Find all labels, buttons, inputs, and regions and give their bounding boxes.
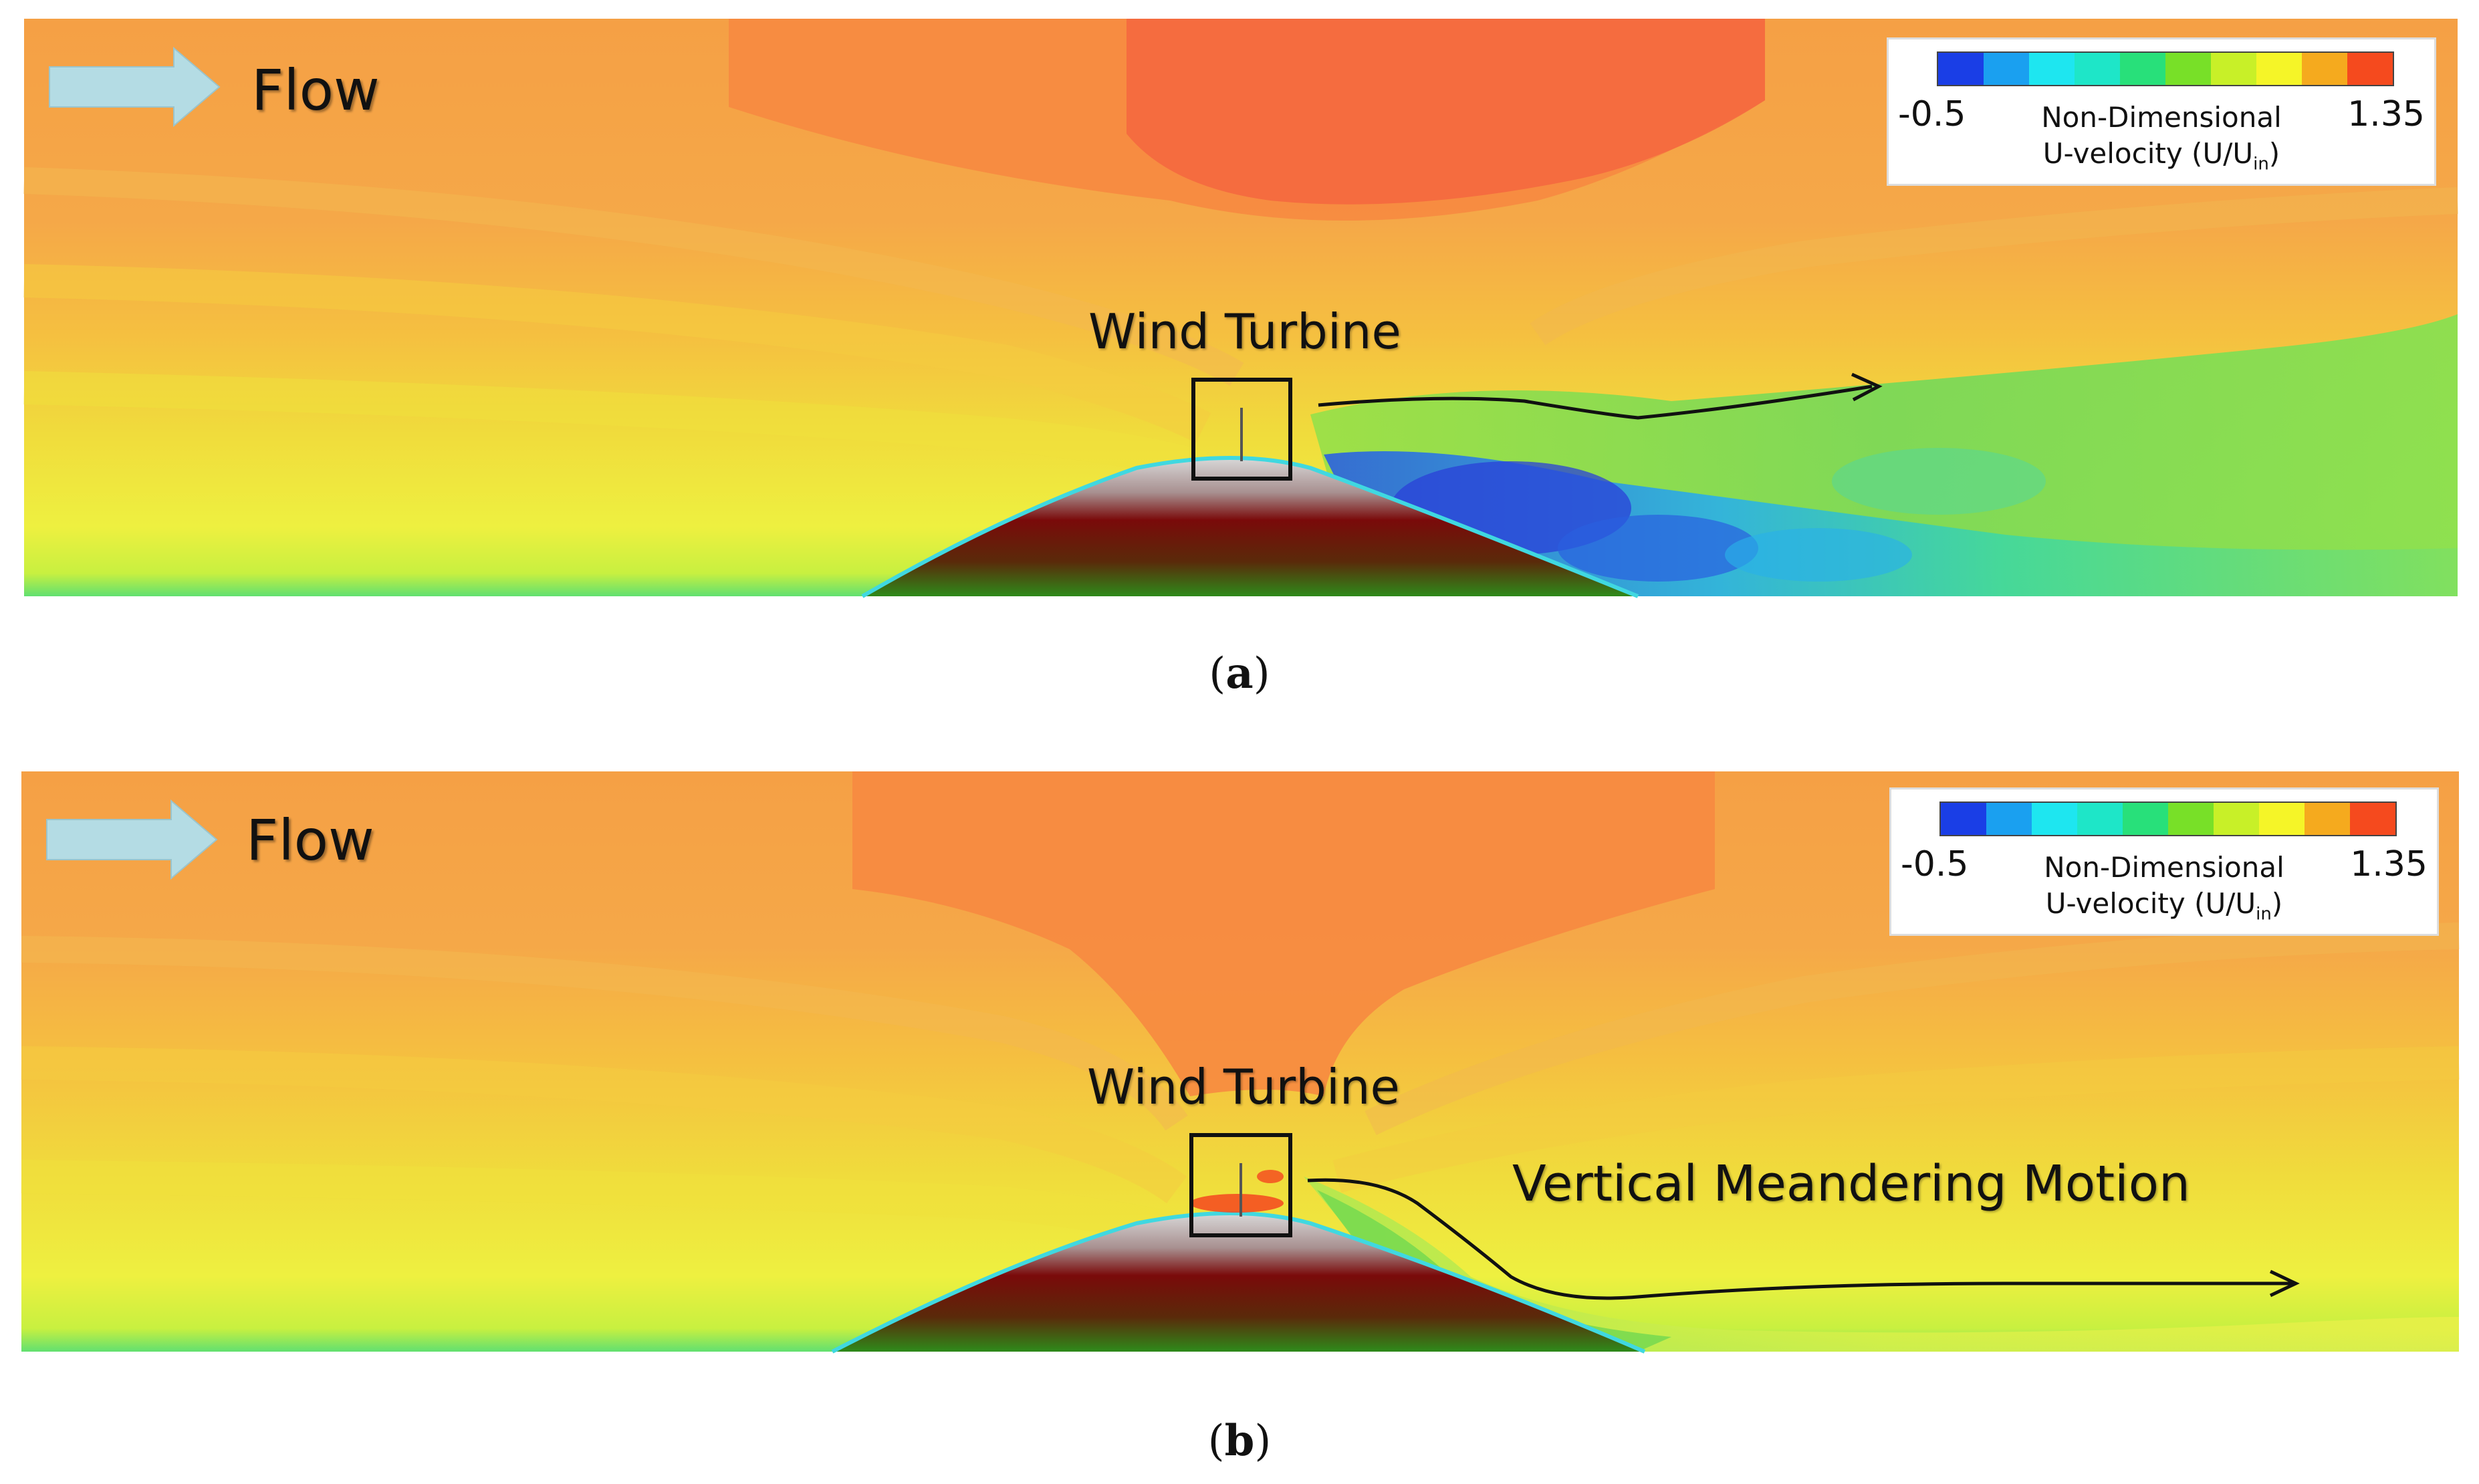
legend-min: -0.5 (1898, 94, 1966, 134)
legend-min: -0.5 (1901, 844, 1969, 884)
legend-title-line2: U-velocity (U/Uin) (2042, 137, 2280, 174)
colorbar-swatch (2214, 803, 2259, 835)
motion-label-b: Vertical Meandering Motion (1512, 1155, 2190, 1213)
caption-b: (b) (1207, 1416, 1272, 1466)
flow-label-a: Flow (251, 57, 380, 123)
colorbar-swatch (2168, 803, 2214, 835)
colorbar-swatch (2123, 803, 2168, 835)
colorbar-swatch (2075, 53, 2120, 85)
colorbar-swatch (2120, 53, 2165, 85)
legend-title-line1: Non-Dimensional (2044, 851, 2284, 884)
meandering-arrow-b (1307, 1178, 2293, 1300)
colorbar-legend-b: -0.5 1.35 Non-Dimensional U-velocity (U/… (1889, 787, 2439, 936)
legend-title-line1: Non-Dimensional (2041, 101, 2282, 134)
colorbar-swatch (2165, 53, 2211, 85)
legend-max: 1.35 (2347, 94, 2425, 134)
flow-label-b: Flow (246, 808, 374, 873)
flow-arrow-icon (49, 46, 221, 128)
colorbar-swatch (2256, 53, 2302, 85)
colorbar-b (1939, 801, 2397, 836)
turbine-label-b: Wind Turbine (1087, 1059, 1400, 1115)
colorbar-swatch (1941, 803, 1986, 835)
turbine-box-a (1191, 378, 1292, 481)
colorbar-swatch (2305, 803, 2350, 835)
panel-a: Flow Wind Turbine -0.5 1.35 Non-Dimensio… (0, 0, 2479, 699)
colorbar-swatch (1984, 53, 2029, 85)
colorbar-swatch (2077, 803, 2123, 835)
turbine-label-a: Wind Turbine (1088, 303, 1401, 360)
legend-max: 1.35 (2350, 844, 2428, 884)
colorbar-a (1937, 51, 2394, 86)
colorbar-swatch (2350, 803, 2395, 835)
colorbar-swatch (2302, 53, 2347, 85)
flow-arrow-icon (46, 799, 218, 880)
colorbar-swatch (2032, 803, 2077, 835)
colorbar-swatch (1938, 53, 1984, 85)
turbine-box-b (1189, 1133, 1292, 1237)
wake-arrow-a (1318, 384, 1873, 420)
caption-a: (a) (1209, 648, 1270, 699)
colorbar-swatch (2259, 803, 2305, 835)
colorbar-swatch (1986, 803, 2032, 835)
colorbar-swatch (2029, 53, 2075, 85)
colorbar-swatch (2347, 53, 2393, 85)
colorbar-swatch (2211, 53, 2256, 85)
legend-title-line2: U-velocity (U/Uin) (2045, 887, 2283, 924)
panel-b: Flow Wind Turbine Vertical Meandering Mo… (0, 749, 2479, 1484)
colorbar-legend-a: -0.5 1.35 Non-Dimensional U-velocity (U/… (1887, 37, 2436, 186)
